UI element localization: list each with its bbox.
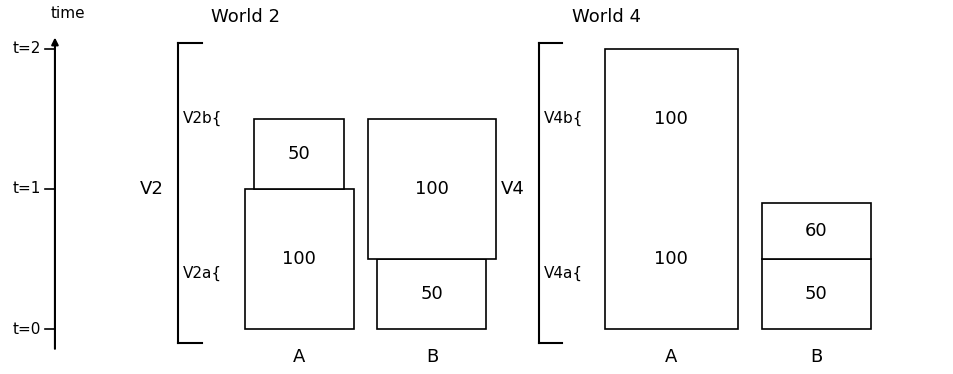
Bar [760,259,870,329]
Text: 50: 50 [288,145,311,163]
Bar [368,119,496,259]
Text: 50: 50 [420,285,443,303]
Text: 100: 100 [415,180,449,198]
Text: t=1: t=1 [12,181,41,196]
Text: V4b{: V4b{ [543,111,582,126]
Bar [760,203,870,259]
Text: B: B [425,348,437,366]
Text: time: time [51,6,85,21]
Bar [604,49,737,329]
Text: t=0: t=0 [12,322,41,337]
Text: A: A [293,348,305,366]
Text: 100: 100 [282,250,315,268]
Text: V2: V2 [140,180,164,198]
Text: A: A [664,348,677,366]
Text: World 2: World 2 [212,8,280,26]
Bar [244,189,354,329]
Text: B: B [809,348,821,366]
Text: V2a{: V2a{ [183,266,222,280]
Text: World 4: World 4 [571,8,640,26]
Text: 50: 50 [803,285,826,303]
Text: 100: 100 [654,110,688,128]
Bar [377,259,486,329]
Text: V2b{: V2b{ [183,111,222,126]
Text: t=2: t=2 [12,41,41,56]
Text: 100: 100 [654,250,688,268]
Text: 60: 60 [804,222,826,240]
Bar [253,119,344,189]
Text: V4: V4 [500,180,524,198]
Text: V4a{: V4a{ [543,266,582,280]
